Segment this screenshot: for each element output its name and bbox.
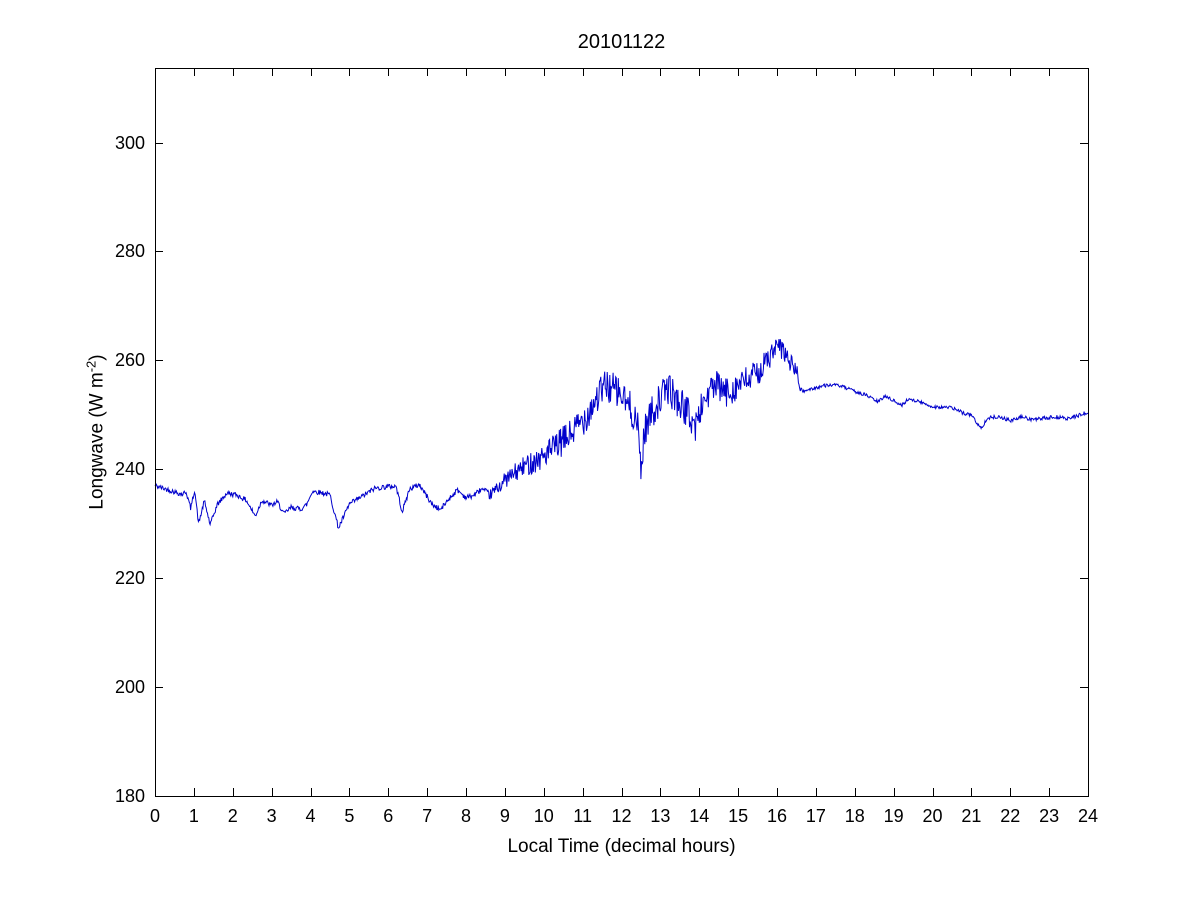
x-tick-label: 13 [650, 806, 671, 826]
y-tick-label: 240 [114, 459, 145, 480]
x-axis-label: Local Time (decimal hours) [507, 836, 736, 857]
x-tick-label: 11 [573, 806, 592, 826]
x-tick-label: 20 [922, 806, 943, 826]
tick-marks [155, 68, 1089, 797]
x-tick-label: 10 [533, 806, 554, 826]
x-tick-label: 7 [422, 806, 433, 826]
x-tick-label: 16 [766, 806, 788, 826]
x-tick-label: 14 [689, 806, 710, 826]
y-tick-label: 300 [114, 132, 145, 153]
x-tick-label: 9 [499, 806, 510, 826]
longwave-data-line [154, 339, 1089, 529]
x-tick-label: 5 [344, 806, 355, 826]
x-tick-label: 4 [305, 806, 316, 826]
y-axis-label-prefix: Longwave (W m [86, 372, 108, 510]
y-axis-label: Longwave (W m-2) [83, 354, 108, 509]
y-tick-label: 180 [114, 786, 145, 806]
x-tick-label: 21 [961, 806, 982, 826]
y-tick-label: 260 [114, 350, 145, 371]
x-tick-label: 1 [188, 806, 199, 826]
x-tick-label: 2 [227, 806, 238, 826]
x-tick-label: 0 [149, 806, 160, 826]
y-tick-label: 280 [114, 241, 145, 262]
x-tick-label: 15 [728, 806, 749, 826]
x-tick-label: 23 [1039, 806, 1060, 826]
y-tick-label: 220 [114, 568, 145, 589]
x-tick-label: 8 [460, 806, 471, 826]
x-tick-label: 3 [266, 806, 277, 826]
chart-title: 20101122 [577, 31, 666, 53]
x-tick-label: 22 [1000, 806, 1021, 826]
x-tick-label: 19 [883, 806, 904, 826]
x-tick-label: 18 [844, 806, 865, 826]
x-tick-label: 24 [1077, 806, 1099, 826]
axis-box [155, 68, 1089, 797]
y-tick-label: 200 [114, 677, 145, 698]
x-tick-label: 12 [611, 806, 632, 826]
x-tick-label: 6 [383, 806, 394, 826]
x-tick-label: 17 [805, 806, 826, 826]
